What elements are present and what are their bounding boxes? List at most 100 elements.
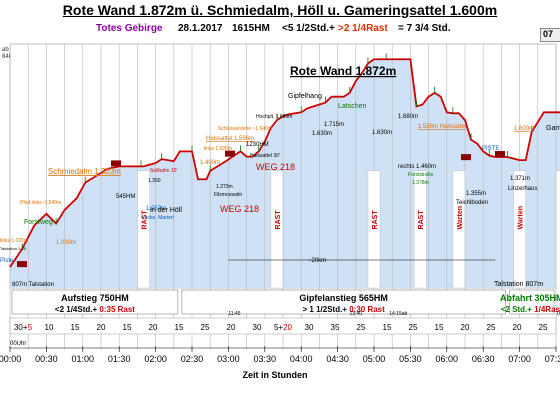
rest-bar	[137, 170, 150, 289]
segment-row	[9, 317, 557, 335]
profile-label: PISTE	[482, 146, 499, 152]
profile-label: 807m Talstation	[12, 282, 54, 288]
profile-label: Schlüsselstelle ~1.640m	[218, 126, 272, 132]
left-note-line: ab Haid:	[2, 47, 25, 53]
segment-minutes-main: 20	[227, 323, 236, 332]
profile-label: Piste	[0, 258, 14, 264]
section-sub: > 1 1/2Std.+ 0:30 Rast	[303, 305, 386, 314]
segment-minutes: 30+5	[14, 323, 33, 332]
section-title: Abfahrt 305HM	[500, 293, 560, 303]
hut-marker	[225, 150, 235, 157]
hut-marker	[111, 160, 121, 167]
segment-minutes-main: 5+	[274, 323, 283, 332]
region-label: Totes Gebirge	[96, 23, 163, 34]
segment-minutes: 20	[513, 323, 522, 332]
segment-minutes-main: 20	[97, 323, 106, 332]
profile-label: Gipfelhang	[288, 93, 322, 100]
profile-label: Filzmoosalm	[214, 192, 242, 198]
time-mark: 11:45	[228, 311, 240, 317]
hm-label: 1615HM	[232, 23, 270, 34]
x-tick-label: 02:30	[181, 354, 204, 364]
section-sub-main: <2 Std.+	[501, 305, 534, 314]
segment-minutes: 15	[71, 323, 80, 332]
x-tick-label: 01:00	[72, 354, 95, 364]
section-box	[11, 289, 179, 315]
profile-label: Halssattel 30'	[250, 153, 280, 159]
segment-minutes: 5+20	[274, 323, 293, 332]
x-tick-label: 03:30	[254, 354, 277, 364]
segment-minutes-main: 20	[461, 323, 470, 332]
segment-minutes-main: 30	[305, 323, 314, 332]
rest-bar	[513, 170, 526, 289]
segment-minutes-main: 15	[435, 323, 444, 332]
profile-label: Forststraße	[408, 172, 434, 178]
rest-bar-label: RAST	[275, 210, 282, 230]
profile-label: 1.350	[148, 178, 161, 184]
segment-minutes-main: 25	[409, 323, 418, 332]
profile-label: Talstation 1:15	[0, 246, 27, 251]
segment-minutes-main: 25	[539, 323, 548, 332]
hut-marker	[17, 261, 27, 268]
section-box	[181, 289, 506, 315]
profile-label: Hochplt. 1.680m	[256, 114, 292, 120]
segment-minutes-main: 15	[175, 323, 184, 332]
segment-minutes: 15	[383, 323, 392, 332]
x-tick-label: 07:30	[545, 354, 560, 364]
segment-minutes-main: 20	[513, 323, 522, 332]
x-tick-label: 02:00	[144, 354, 167, 364]
segment-minutes-main: 35	[331, 323, 340, 332]
left-note-line: 84km; 1 Std.	[2, 54, 36, 60]
segment-minutes: 15	[123, 323, 132, 332]
segment-minutes: 25	[487, 323, 496, 332]
x-tick-label: 07:00	[508, 354, 531, 364]
profile-label: 1.600m	[514, 126, 534, 132]
start-time: 00Uhr	[10, 341, 26, 347]
section-sub-rest: 0:35 Rast	[99, 305, 135, 314]
duration-prefix: <5 1/2Std.+	[282, 23, 335, 34]
segment-minutes-main: 15	[71, 323, 80, 332]
rest-bar-label: RAST	[418, 210, 425, 230]
segment-minutes-main: 15	[123, 323, 132, 332]
segment-minutes: 15	[175, 323, 184, 332]
section-title: Gipfelanstieg 565HM	[299, 293, 388, 303]
segment-minutes-main: 25	[357, 323, 366, 332]
profile-label: 1.595m Halssattel	[418, 124, 466, 130]
x-tick-label: 06:30	[472, 354, 495, 364]
profile-label: rechts 1.460m	[398, 164, 436, 170]
segment-minutes: 20	[149, 323, 158, 332]
rest-bar-label: RAST	[372, 210, 379, 230]
hut-marker	[461, 154, 471, 161]
segment-minutes: 20	[97, 323, 106, 332]
segment-minutes: 25	[539, 323, 548, 332]
segment-minutes-main: 25	[487, 323, 496, 332]
page-title: Rote Wand 1.872m ü. Schmiedalm, Höll u. …	[62, 2, 498, 18]
segment-minutes-main: 20	[149, 323, 158, 332]
rest-bar-label: Warten	[518, 206, 525, 229]
profile-label: Gam	[546, 125, 560, 132]
segment-minutes-main: 10	[45, 323, 54, 332]
segment-minutes: 20	[461, 323, 470, 332]
profile-area	[10, 59, 560, 288]
x-tick-label: 03:00	[217, 354, 240, 364]
x-tick-label: 00:00	[0, 354, 21, 364]
profile-label: Talstation 807m	[494, 281, 543, 288]
profile-label: 1.030m	[56, 240, 76, 246]
hut-marker	[495, 151, 505, 158]
profile-label: 1.371m	[510, 176, 530, 182]
segment-minutes: 30	[305, 323, 314, 332]
section-box	[509, 289, 555, 315]
segment-minutes-main: 15	[383, 323, 392, 332]
section-sub-main: <2 1/4Std.+	[55, 305, 99, 314]
profile-label: Seilbahn 15'	[150, 168, 177, 174]
profile-label: Forstweg	[24, 219, 53, 226]
rest-bar	[555, 170, 560, 289]
segment-minutes: 15	[435, 323, 444, 332]
rest-bar	[452, 170, 466, 289]
plot-area	[9, 43, 557, 289]
profile-label: Schmiedalm 1.323m	[48, 167, 121, 176]
x-tick-label: 05:00	[363, 354, 386, 364]
rest-bar	[413, 170, 427, 289]
segment-minutes: 10	[45, 323, 54, 332]
duration-total: = 7 3/4 Std.	[398, 23, 451, 34]
